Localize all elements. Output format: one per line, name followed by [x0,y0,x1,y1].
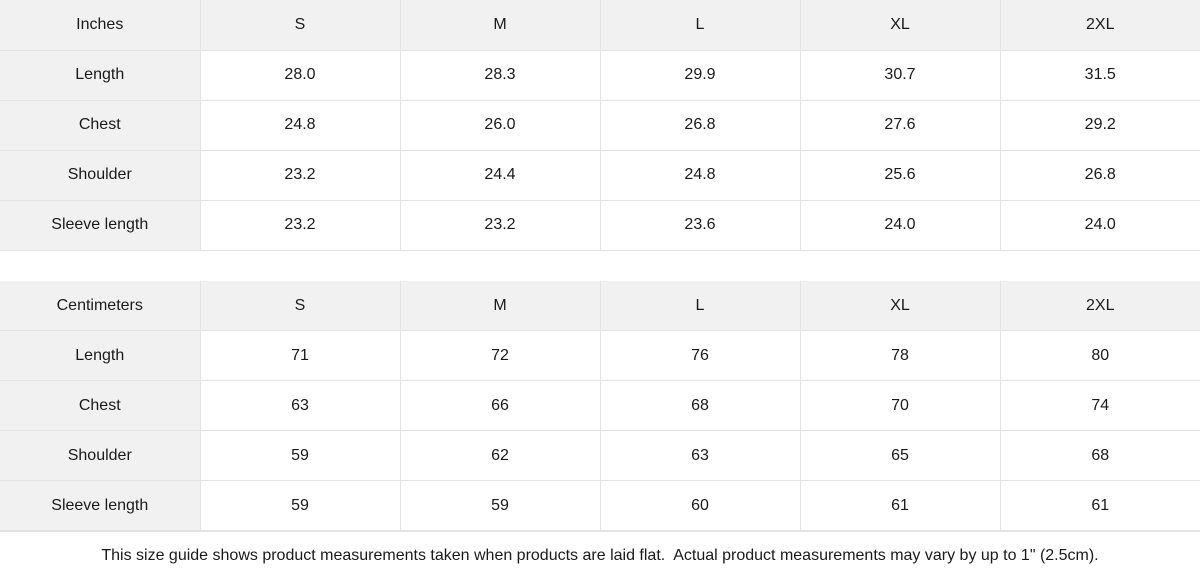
row-label-chest: Chest [0,99,201,151]
table-row: Chest 24.8 26.0 26.8 27.6 29.2 [0,99,1200,151]
table-row: Sleeve length 59 59 60 61 61 [0,480,1200,531]
cell-chest-s: 24.8 [199,99,401,151]
cell-chest-l: 26.8 [599,99,801,151]
cell-shoulder-s: 59 [199,430,401,481]
cell-chest-s: 63 [199,380,401,431]
row-label-length: Length [0,49,201,101]
cell-sleeve-length-2xl: 61 [999,480,1200,531]
column-header-m: M [399,0,601,51]
table-row: Shoulder 23.2 24.4 24.8 25.6 26.8 [0,149,1200,201]
cell-chest-xl: 27.6 [799,99,1001,151]
column-header-m: M [399,280,601,331]
row-label-shoulder: Shoulder [0,430,201,481]
table-row: Shoulder 59 62 63 65 68 [0,430,1200,481]
header-row: Inches S M L XL 2XL [0,0,1200,51]
column-header-l: L [599,280,801,331]
column-header-l: L [599,0,801,51]
cell-sleeve-length-2xl: 24.0 [999,199,1200,251]
column-header-xl: XL [799,280,1001,331]
size-table-centimeters: Centimeters S M L XL 2XL Length 71 72 76… [0,280,1200,531]
column-header-xl: XL [799,0,1001,51]
table-body-centimeters: Length 71 72 76 78 80 Chest 63 66 68 70 … [0,330,1200,531]
cell-shoulder-2xl: 26.8 [999,149,1200,201]
cell-sleeve-length-s: 59 [199,480,401,531]
cell-sleeve-length-l: 23.6 [599,199,801,251]
cell-length-s: 28.0 [199,49,401,101]
cell-length-2xl: 80 [999,330,1200,381]
cell-sleeve-length-l: 60 [599,480,801,531]
cell-chest-l: 68 [599,380,801,431]
cell-length-m: 72 [399,330,601,381]
cell-length-l: 76 [599,330,801,381]
cell-sleeve-length-xl: 24.0 [799,199,1001,251]
cell-shoulder-xl: 65 [799,430,1001,481]
cell-length-l: 29.9 [599,49,801,101]
cell-shoulder-m: 24.4 [399,149,601,201]
cell-chest-m: 66 [399,380,601,431]
column-header-s: S [199,280,401,331]
cell-shoulder-m: 62 [399,430,601,481]
column-header-2xl: 2XL [999,280,1200,331]
table-row: Length 71 72 76 78 80 [0,330,1200,381]
cell-chest-m: 26.0 [399,99,601,151]
row-label-sleeve-length: Sleeve length [0,199,201,251]
size-table-inches: Inches S M L XL 2XL Length 28.0 28.3 29.… [0,0,1200,251]
cell-shoulder-l: 24.8 [599,149,801,201]
cell-sleeve-length-xl: 61 [799,480,1001,531]
cell-shoulder-xl: 25.6 [799,149,1001,201]
column-header-s: S [199,0,401,51]
cell-sleeve-length-m: 23.2 [399,199,601,251]
cell-chest-2xl: 74 [999,380,1200,431]
cell-shoulder-2xl: 68 [999,430,1200,481]
cell-shoulder-s: 23.2 [199,149,401,201]
row-label-shoulder: Shoulder [0,149,201,201]
header-row: Centimeters S M L XL 2XL [0,280,1200,331]
row-label-sleeve-length: Sleeve length [0,480,201,531]
table-row: Length 28.0 28.3 29.9 30.7 31.5 [0,49,1200,101]
table-separator-gap [0,250,1200,281]
cell-sleeve-length-s: 23.2 [199,199,401,251]
table-header-centimeters: Centimeters S M L XL 2XL [0,280,1200,331]
row-label-chest: Chest [0,380,201,431]
cell-length-2xl: 31.5 [999,49,1200,101]
table-header-inches: Inches S M L XL 2XL [0,0,1200,51]
table-body-inches: Length 28.0 28.3 29.9 30.7 31.5 Chest 24… [0,49,1200,251]
cell-length-xl: 30.7 [799,49,1001,101]
table-row: Chest 63 66 68 70 74 [0,380,1200,431]
cell-sleeve-length-m: 59 [399,480,601,531]
cell-chest-xl: 70 [799,380,1001,431]
size-guide-footer-note: This size guide shows product measuremen… [0,531,1200,580]
cell-length-s: 71 [199,330,401,381]
column-header-2xl: 2XL [999,0,1200,51]
cell-length-m: 28.3 [399,49,601,101]
table-row: Sleeve length 23.2 23.2 23.6 24.0 24.0 [0,199,1200,251]
unit-label-centimeters: Centimeters [0,280,201,331]
cell-shoulder-l: 63 [599,430,801,481]
cell-length-xl: 78 [799,330,1001,381]
cell-chest-2xl: 29.2 [999,99,1200,151]
row-label-length: Length [0,330,201,381]
unit-label-inches: Inches [0,0,201,51]
